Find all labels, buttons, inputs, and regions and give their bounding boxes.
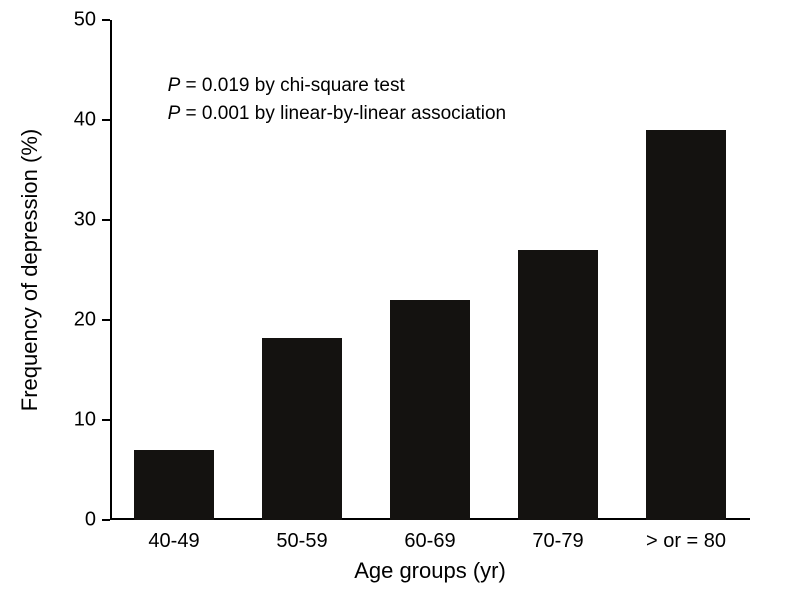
x-axis-title: Age groups (yr) (354, 558, 506, 584)
x-tick-label: 60-69 (404, 530, 455, 553)
y-tick-mark (102, 319, 110, 321)
bar (134, 450, 213, 520)
plot-area: 01020304050 40-4950-5960-6970-79> or = 8… (110, 20, 750, 520)
y-tick-mark (102, 419, 110, 421)
p-value-annotation: P = 0.019 by chi-square test (168, 75, 405, 97)
y-axis-line (110, 20, 112, 520)
x-tick-label: 40-49 (148, 530, 199, 553)
bar (518, 250, 597, 520)
y-tick-label: 50 (74, 9, 96, 32)
x-tick-label: 50-59 (276, 530, 327, 553)
bar (646, 130, 725, 520)
y-tick-label: 20 (74, 309, 96, 332)
y-tick-mark (102, 119, 110, 121)
y-tick-label: 40 (74, 109, 96, 132)
y-tick-mark (102, 19, 110, 21)
x-tick-label: > or = 80 (646, 530, 726, 553)
p-value-annotation: P = 0.001 by linear-by-linear associatio… (168, 103, 507, 125)
y-axis-title: Frequency of depression (%) (17, 129, 43, 411)
bar (262, 338, 341, 520)
depression-by-age-chart: Frequency of depression (%) Age groups (… (0, 0, 794, 608)
y-tick-label: 0 (85, 509, 96, 532)
x-tick-label: 70-79 (532, 530, 583, 553)
y-tick-mark (102, 219, 110, 221)
y-tick-label: 10 (74, 409, 96, 432)
y-tick-mark (102, 519, 110, 521)
y-tick-label: 30 (74, 209, 96, 232)
bar (390, 300, 469, 520)
